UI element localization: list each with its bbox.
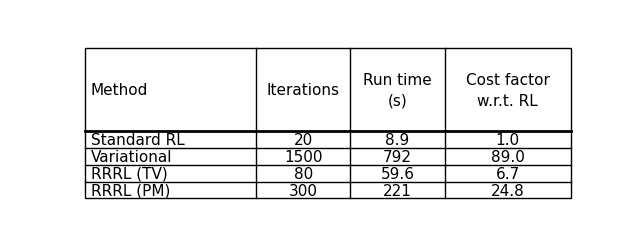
Text: 300: 300 xyxy=(289,183,317,198)
Text: Cost factor: Cost factor xyxy=(466,72,550,87)
Text: 1500: 1500 xyxy=(284,149,323,164)
Text: 6.7: 6.7 xyxy=(495,166,520,181)
Text: Standard RL: Standard RL xyxy=(91,133,185,148)
Text: Variational: Variational xyxy=(91,149,172,164)
Text: w.r.t. RL: w.r.t. RL xyxy=(477,93,538,108)
Text: RRRL (TV): RRRL (TV) xyxy=(91,166,168,181)
Text: 1.0: 1.0 xyxy=(496,133,520,148)
Text: 221: 221 xyxy=(383,183,412,198)
Text: 89.0: 89.0 xyxy=(491,149,525,164)
Text: Method: Method xyxy=(91,83,148,98)
Text: 24.8: 24.8 xyxy=(491,183,525,198)
Text: Run time: Run time xyxy=(363,72,432,87)
Text: (s): (s) xyxy=(388,93,407,108)
Text: 59.6: 59.6 xyxy=(380,166,415,181)
Text: 20: 20 xyxy=(294,133,313,148)
Text: 80: 80 xyxy=(294,166,313,181)
Text: RRRL (PM): RRRL (PM) xyxy=(91,183,170,198)
Text: 792: 792 xyxy=(383,149,412,164)
Bar xyxy=(85,49,571,199)
Text: 8.9: 8.9 xyxy=(385,133,410,148)
Text: Iterations: Iterations xyxy=(267,83,340,98)
